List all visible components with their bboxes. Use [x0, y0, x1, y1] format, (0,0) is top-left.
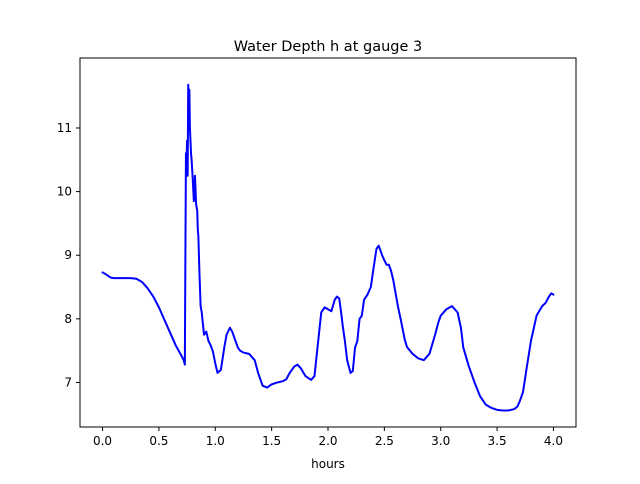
chart-title: Water Depth h at gauge 3 — [234, 39, 422, 55]
x-tick-label: 0.0 — [93, 434, 112, 448]
x-tick-label: 1.0 — [206, 434, 225, 448]
x-tick-label: 1.5 — [262, 434, 281, 448]
x-tick-label: 2.5 — [375, 434, 394, 448]
y-tick-label: 7 — [64, 375, 72, 389]
x-tick-label: 0.5 — [149, 434, 168, 448]
x-axis-label: hours — [311, 457, 345, 471]
x-tick-label: 2.0 — [318, 434, 337, 448]
x-tick-label: 4.0 — [544, 434, 563, 448]
x-tick-label: 3.5 — [488, 434, 507, 448]
series-line-0 — [101, 83, 555, 412]
y-tick-label: 9 — [64, 248, 72, 262]
y-tick-label: 11 — [57, 121, 72, 135]
y-tick-label: 8 — [64, 312, 72, 326]
y-tick-label: 10 — [57, 185, 72, 199]
plot-area: 0.0 0.5 1.0 1.5 2.0 2.5 3.0 3.5 4.0 7 8 9 10 11 — [57, 57, 577, 448]
x-tick-label: 3.0 — [431, 434, 450, 448]
